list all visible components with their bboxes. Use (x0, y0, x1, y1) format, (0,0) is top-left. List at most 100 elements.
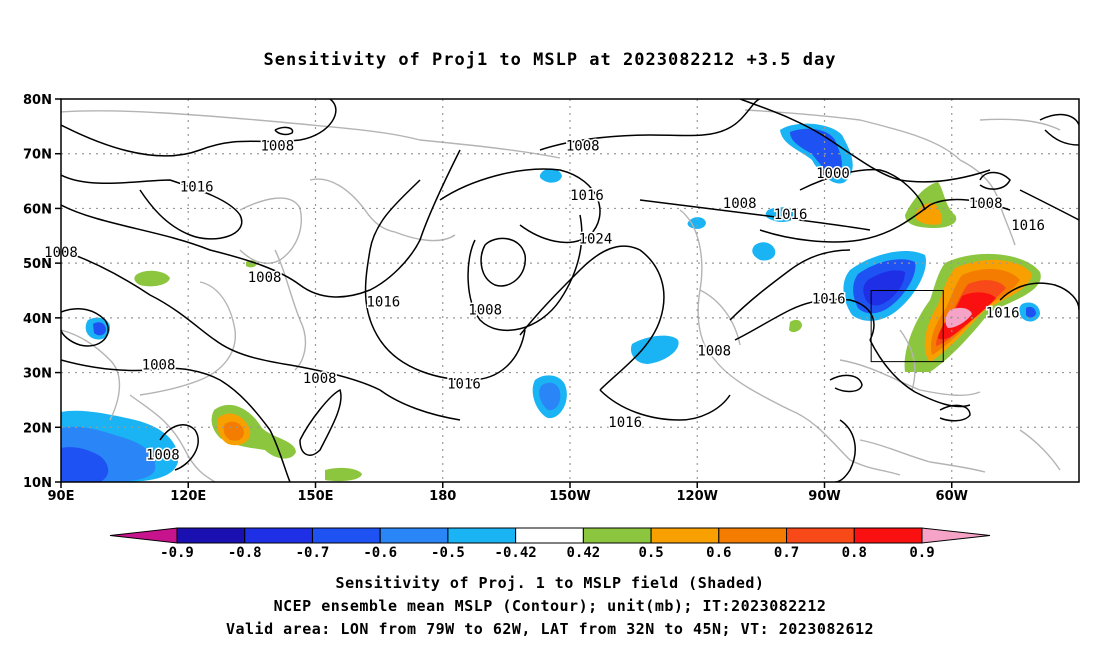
contour-label: 1008 (248, 270, 282, 286)
isobar (1019, 189, 1079, 221)
shaded-area (687, 217, 706, 229)
isobar (61, 174, 243, 240)
coastline (419, 139, 561, 159)
lon-label: 150E (297, 489, 333, 504)
shaded-area (915, 203, 943, 225)
coastline (839, 359, 981, 397)
coastline (394, 231, 456, 242)
colorbar-label: -0.9 (160, 545, 194, 561)
isobar (159, 424, 199, 471)
colorbar-swatch (311, 527, 381, 544)
contour-label: 1008 (566, 139, 600, 155)
isobar (939, 404, 971, 422)
isobar (999, 282, 1079, 311)
coastline (979, 118, 1061, 131)
contour-label: 1000 (816, 166, 850, 182)
isobar (1039, 113, 1079, 126)
lat-label: 70N (23, 148, 52, 163)
isobar (829, 374, 863, 393)
lon-label: 150W (549, 489, 590, 504)
contour-label: 1016 (986, 305, 1020, 321)
lat-label: 80N (23, 93, 52, 108)
shaded-area (1026, 306, 1036, 318)
contour-label: 1024 (579, 232, 613, 248)
isobar (61, 308, 109, 347)
colorbar-label: 0.5 (638, 545, 663, 561)
isobar (439, 168, 601, 244)
colorbar-label: -0.6 (363, 545, 397, 561)
isobar (61, 149, 461, 298)
contour-label: 1008 (142, 357, 176, 373)
contour-label: 1008 (697, 344, 731, 360)
isobar (519, 245, 665, 391)
sensitivity-shading (61, 123, 1041, 482)
contour-label: 1008 (260, 139, 294, 155)
coastline (959, 159, 1016, 246)
map-title: Sensitivity of Proj1 to MSLP at 20230822… (263, 50, 837, 70)
contour-labels: 1008 1016 1008 1008 1016 1008 1008 1008 1008 1016… (43, 137, 1047, 465)
shaded-area (61, 447, 109, 482)
colorbar-label: 0.9 (909, 545, 934, 561)
contour-label: 1016 (180, 180, 214, 196)
shaded-area (863, 270, 905, 306)
coastline (789, 409, 901, 476)
coastline (139, 281, 236, 396)
colorbar-swatch (786, 527, 855, 544)
isobar (274, 126, 294, 136)
shaded-area (752, 242, 776, 261)
isobar (599, 389, 731, 421)
contour-label: 1016 (367, 294, 401, 310)
shaded-area (789, 319, 802, 333)
colorbar: -0.9 -0.8 -0.7 -0.6 -0.5 -0.42 0.42 0.5 0.6 0.7 0.… (109, 527, 991, 561)
colorbar-label: 0.7 (774, 545, 799, 561)
isobar (364, 179, 526, 381)
caption-line-3: Valid area: LON from 79W to 62W, LAT fro… (225, 620, 875, 638)
isobar (539, 99, 761, 151)
caption-line-2: NCEP ensemble mean MSLP (Contour); unit(… (273, 597, 827, 615)
contour-label: 1016 (774, 207, 808, 223)
isobar (639, 199, 871, 231)
coastline (61, 110, 421, 141)
colorbar-label: -0.7 (296, 545, 330, 561)
lon-label: 120E (170, 489, 206, 504)
shaded-area (539, 382, 561, 411)
contour-label: 1008 (723, 196, 757, 212)
colorbar-swatch (379, 527, 449, 544)
isobar (480, 237, 526, 287)
colorbar-label: 0.8 (842, 545, 867, 561)
colorbar-swatch (650, 527, 720, 544)
shaded-area (539, 168, 562, 183)
lat-label: 30N (23, 367, 52, 382)
colorbar-label: -0.8 (228, 545, 262, 561)
coastline (309, 178, 396, 233)
shaded-area (223, 421, 244, 441)
contour-label: 1008 (303, 371, 337, 387)
colorbar-low-triangle (109, 527, 178, 544)
caption-line-1: Sensitivity of Proj. 1 to MSLP field (Sh… (335, 574, 765, 592)
lat-label: 20N (23, 421, 52, 436)
contour-label: 1016 (812, 292, 846, 308)
coastline (679, 209, 791, 411)
colorbar-label: -0.42 (495, 545, 537, 561)
isobar (61, 359, 291, 482)
coastline (899, 329, 916, 391)
isobar (467, 214, 583, 332)
colorbar-swatch (244, 527, 313, 544)
isobar (61, 249, 461, 421)
shaded-area (134, 270, 170, 287)
lon-label: 90W (808, 489, 840, 504)
contour-label: 1008 (468, 303, 502, 319)
coastline (61, 329, 121, 421)
coastline (1019, 429, 1061, 471)
colorbar-swatch (582, 527, 652, 544)
colorbar-swatch (718, 527, 788, 544)
lon-label: 90E (48, 489, 75, 504)
colorbar-label: 0.6 (706, 545, 731, 561)
isobar (1044, 129, 1079, 146)
coastline (859, 439, 986, 473)
shaded-area (325, 467, 362, 482)
colorbar-high-triangle (921, 527, 991, 544)
colorbar-label: -0.5 (431, 545, 465, 561)
contour-label: 1016 (1011, 218, 1045, 234)
